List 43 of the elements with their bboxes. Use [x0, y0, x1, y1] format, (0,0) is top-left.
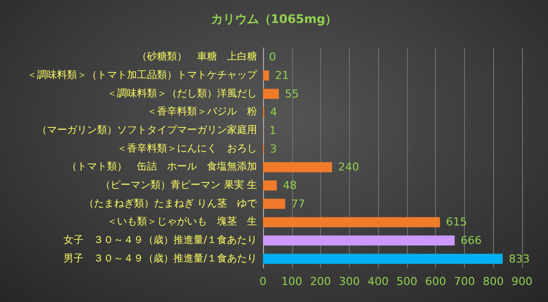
x-tick-label: 200 — [310, 275, 332, 288]
x-tick-label: 400 — [368, 275, 389, 288]
data-label: 48 — [282, 179, 297, 192]
x-tick-label: 0 — [260, 275, 266, 288]
data-label: 3 — [270, 142, 277, 156]
data-label: 77 — [291, 197, 306, 210]
data-label: 240 — [338, 160, 360, 174]
x-tick-label: 900 — [512, 275, 532, 288]
bar — [263, 217, 440, 228]
data-label: 1 — [269, 124, 276, 137]
y-tick-label: ＜いも類＞じゃがいも 塊茎 生 — [107, 216, 257, 228]
y-tick-label: 女子 ３０～４９（歳）推進量/１食あたり — [64, 234, 257, 246]
data-label: 4 — [270, 106, 278, 119]
y-tick-label: （たまねぎ類）たまねぎ りん茎 ゆで — [84, 197, 258, 210]
y-tick-label: ＜香辛料類＞にんにく おろし — [117, 142, 257, 154]
y-tick-label: （砂糖類） 車糖 上白糖 — [137, 50, 257, 63]
bar — [263, 254, 503, 264]
y-tick-label: ＜調味料類＞（トマト加工品類）トマトケチャップ — [27, 69, 258, 81]
data-label: 21 — [275, 69, 290, 82]
y-tick-label: 男子 ３０～４９（歳）推進量/１食あたり — [64, 252, 257, 264]
y-tick-label: （マーガリン類）ソフトタイプマーガリン家庭用 — [37, 124, 257, 136]
bar — [263, 235, 455, 246]
bar — [263, 70, 270, 81]
x-tick-label: 500 — [396, 275, 418, 288]
chart-title: カリウム（1065mg） — [210, 12, 338, 26]
bar — [263, 180, 277, 191]
x-tick-label: 700 — [454, 275, 475, 288]
bar — [263, 88, 279, 99]
data-label: 615 — [446, 216, 467, 229]
x-tick-label: 600 — [425, 275, 446, 288]
y-tick-label: ＜調味料類＞（だし類）洋風だし — [107, 87, 257, 100]
x-tick-label: 300 — [338, 275, 360, 288]
bar — [263, 162, 332, 172]
x-tick-label: 100 — [281, 275, 302, 288]
data-label: 0 — [269, 50, 276, 64]
data-label: 55 — [284, 87, 299, 100]
bar — [263, 198, 286, 209]
x-tick-label: 800 — [482, 275, 504, 288]
data-label: 833 — [508, 252, 530, 266]
y-tick-label: （トマト類） 缶詰 ホール 食塩無添加 — [67, 160, 257, 173]
y-tick-label: （ピーマン類）青ピーマン 果実 生 — [100, 179, 257, 191]
y-tick-label: ＜香辛料類＞バジル 粉 — [147, 106, 257, 118]
data-label: 666 — [460, 234, 482, 247]
